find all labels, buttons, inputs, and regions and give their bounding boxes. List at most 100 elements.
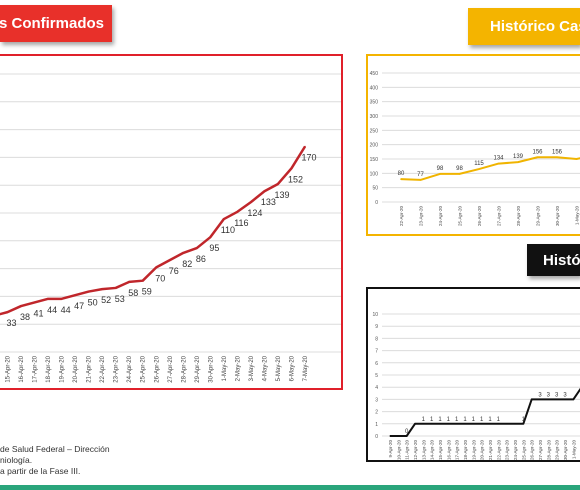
data-point (389, 435, 391, 437)
data-label: 1 (522, 417, 526, 423)
x-tick-label: 25-Apr-20 (141, 355, 147, 382)
data-point (74, 294, 76, 296)
x-tick-label: 12-Apr-20 (413, 440, 418, 460)
y-tick-label: 0 (375, 200, 378, 206)
x-tick-label: 29-Apr-20 (195, 355, 201, 382)
data-label: 82 (182, 259, 192, 269)
data-label: 70 (155, 273, 165, 283)
x-tick-label: 26-Apr-20 (530, 440, 535, 460)
data-label: 116 (234, 218, 248, 228)
data-point (522, 423, 524, 425)
data-label: 95 (209, 243, 219, 253)
data-point (263, 190, 266, 193)
data-label: 3 (563, 392, 567, 398)
data-label: 86 (196, 254, 206, 264)
data-label: 139 (513, 154, 524, 160)
x-tick-label: 15-Apr-20 (438, 440, 443, 460)
data-label: 52 (101, 295, 111, 305)
data-label: 3 (547, 392, 551, 398)
historic-deaths-chart-panel: 10 9 8 7 6 5 4 3 2 1 0 9-Apr-20 10-Apr-20 11-Apr-20 12… (366, 287, 580, 462)
data-point (517, 161, 519, 163)
data-point (414, 423, 416, 425)
data-label: 1 (422, 417, 426, 423)
x-tick-label: 29-Apr-20 (555, 440, 560, 460)
data-label: 41 (34, 308, 44, 318)
data-label: 1 (480, 417, 484, 423)
data-point (478, 168, 480, 170)
x-tick-label: 28-Apr-20 (516, 206, 521, 227)
x-tick-label: 3-May-20 (249, 355, 255, 381)
source-note: de Salud Federal – Dirección niología. a… (0, 444, 110, 477)
historic-cases-title: Histórico Caso (490, 18, 580, 35)
y-tick-label: 250 (370, 128, 379, 134)
data-point (439, 173, 441, 175)
data-point (250, 201, 252, 203)
data-label: 80 (398, 171, 405, 177)
data-label: 1 (438, 417, 442, 423)
data-label: 0 (405, 429, 409, 435)
x-tick-label: 16-Apr-20 (446, 440, 451, 460)
x-tick-label: 21-Apr-20 (488, 440, 493, 460)
y-tick-label: 350 (370, 100, 379, 106)
x-tick-label: 23-Apr-20 (114, 355, 120, 382)
data-point (447, 423, 449, 425)
data-point (531, 398, 533, 400)
x-tick-label: 15-Apr-20 (6, 355, 12, 382)
data-point (547, 398, 549, 400)
x-tick-label: 28-Apr-20 (546, 440, 551, 460)
data-point (456, 423, 458, 425)
y-tick-label: 0 (375, 434, 378, 440)
confirmed-cases-title: os Confirmados (0, 15, 104, 32)
source-line: a partir de la Fase III. (0, 466, 81, 476)
data-label: 53 (115, 294, 125, 304)
data-point (114, 287, 117, 289)
x-tick-label: 18-Apr-20 (46, 355, 52, 382)
data-label: 3 (538, 392, 542, 398)
x-tick-label: 10-Apr-20 (396, 440, 401, 460)
x-tick-label: 18-Apr-20 (463, 440, 468, 460)
data-label: 1 (472, 417, 476, 423)
data-point (464, 423, 466, 425)
data-point (33, 301, 36, 304)
data-point (514, 423, 516, 425)
data-label: 1 (488, 417, 492, 423)
data-point (101, 288, 103, 290)
data-point (422, 423, 424, 425)
y-tick-label: 100 (370, 171, 379, 177)
data-label: 77 (417, 172, 424, 178)
data-label: 44 (47, 305, 57, 315)
x-tick-label: 21-Apr-20 (87, 355, 93, 382)
x-tick-label: 29-Apr-20 (536, 206, 541, 227)
data-point (209, 236, 212, 238)
data-point (290, 167, 293, 170)
x-tick-label: 9-Apr-20 (388, 440, 393, 458)
x-tick-label: 23-Apr-20 (419, 206, 424, 227)
data-point (400, 178, 402, 180)
y-tick-label: 3 (375, 397, 378, 403)
data-point (419, 179, 422, 181)
data-label: 58 (128, 288, 138, 298)
x-tick-label: 16-Apr-20 (19, 355, 25, 382)
y-tick-label: 8 (375, 336, 378, 342)
data-label: 152 (288, 174, 303, 184)
series-line (400, 156, 580, 181)
data-label: 156 (532, 149, 543, 155)
data-label: 1 (430, 417, 434, 423)
data-point (60, 298, 63, 300)
y-tick-label: 2 (375, 410, 378, 416)
data-label: 50 (88, 298, 98, 308)
x-tick-label: 5-May-20 (276, 355, 282, 381)
data-label: 124 (247, 208, 262, 218)
source-line: de Salud Federal – Dirección (0, 444, 110, 454)
data-point (397, 435, 399, 437)
data-point (439, 423, 441, 425)
x-tick-label: 28-Apr-20 (181, 355, 187, 382)
x-tick-label: 27-Apr-20 (497, 206, 502, 227)
data-label: 133 (261, 197, 276, 207)
x-tick-label: 1-May-20 (222, 355, 228, 381)
y-tick-label: 450 (370, 71, 379, 77)
x-tick-label: 27-Apr-20 (538, 440, 543, 460)
data-point (141, 279, 144, 282)
x-tick-label: 30-Apr-20 (555, 206, 560, 227)
